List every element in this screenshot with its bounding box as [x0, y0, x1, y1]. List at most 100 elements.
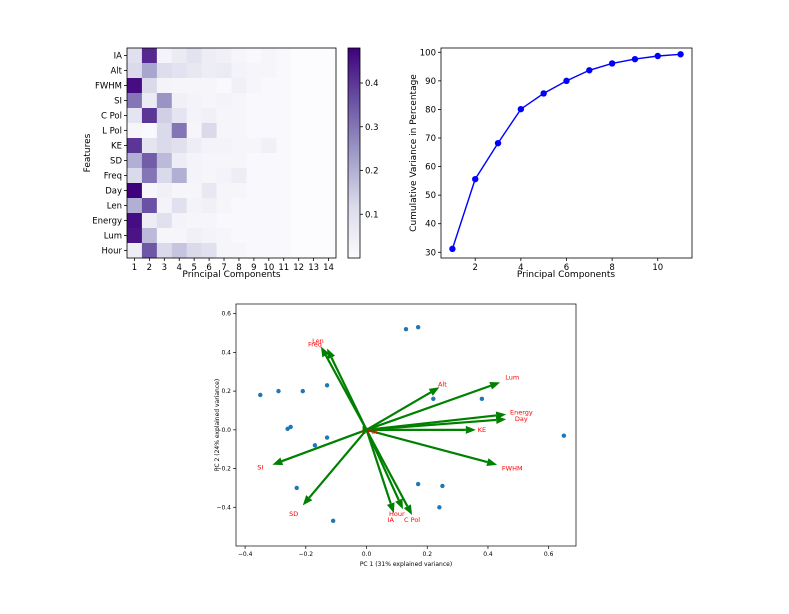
- heatmap-cell: [186, 198, 202, 214]
- heatmap-cell: [231, 123, 247, 139]
- loading-label: C Pol: [404, 516, 420, 524]
- line-x-tick-label: 2: [473, 263, 478, 273]
- heatmap-ylabel: Features: [83, 133, 93, 172]
- heatmap-cell: [186, 78, 202, 94]
- heatmap-cell: [171, 243, 188, 259]
- heatmap-cell: [127, 243, 143, 259]
- heatmap-cell: [216, 228, 232, 244]
- heatmap-cell: [186, 63, 202, 79]
- heatmap-cell: [171, 213, 188, 229]
- loading-label: SI: [257, 464, 263, 472]
- heatmap-cell: [216, 93, 232, 109]
- heatmap-cell: [141, 153, 158, 169]
- heatmap-cell: [201, 183, 217, 199]
- biplot-x-tick-label: 0.6: [544, 551, 554, 558]
- heatmap-cell: [306, 228, 322, 244]
- heatmap-cell: [246, 138, 262, 154]
- line-y-tick-label: 50: [425, 191, 436, 201]
- biplot-loading-arrows: [272, 346, 507, 516]
- heatmap-cell: [156, 48, 173, 64]
- heatmap-cell: [127, 123, 143, 139]
- colorbar-ticks: 0.1 0.2 0.3 0.4: [360, 79, 379, 220]
- heatmap-cell: [201, 213, 217, 229]
- line-y-tick-label: 100: [420, 48, 436, 58]
- heatmap-cell: [246, 168, 262, 184]
- heatmap-cell: [276, 123, 292, 139]
- loading-arrow-shaft: [366, 428, 488, 464]
- biplot-point: [415, 325, 421, 330]
- heatmap-cell: [156, 228, 173, 244]
- heatmap-cell: [127, 138, 143, 154]
- heatmap-cell: [306, 183, 322, 199]
- loading-label: L Pol: [362, 428, 377, 436]
- heatmap-cell: [127, 63, 143, 79]
- line-xlabel: Principal Components: [517, 270, 615, 280]
- heatmap-cell: [141, 183, 158, 199]
- line-point: [472, 175, 479, 183]
- heatmap-cell: [127, 48, 143, 64]
- loading-label: FWHM: [502, 465, 523, 473]
- heatmap-cell: [216, 78, 232, 94]
- heatmap-cell: [141, 243, 158, 259]
- heatmap-x-tick-label: 6: [206, 263, 211, 273]
- loading-label: Alt: [438, 380, 447, 388]
- heatmap-cell: [171, 153, 188, 169]
- heatmap-cell: [291, 93, 307, 109]
- heatmap-cell: [291, 48, 307, 64]
- line-y-tick-label: 30: [425, 248, 436, 258]
- heatmap-x-tick-label: 10: [263, 263, 274, 273]
- line-y-tick-label: 40: [425, 220, 436, 230]
- heatmap-cell: [141, 138, 158, 154]
- heatmap-cell: [231, 93, 247, 109]
- loading-arrow-head: [403, 504, 413, 516]
- heatmap-cell: [201, 108, 217, 124]
- heatmap-cell: [231, 48, 247, 64]
- heatmap-cell: [261, 78, 277, 94]
- heatmap-cell: [156, 78, 173, 94]
- heatmap-y-tick-label: SI: [114, 97, 122, 107]
- loading-arrow-shaft: [308, 429, 368, 499]
- heatmap-y-tick-label: Day: [105, 187, 122, 197]
- line-point: [517, 105, 525, 113]
- heatmap-cell: [246, 153, 262, 169]
- loading-arrow-head: [272, 457, 284, 465]
- heatmap-cell: [171, 48, 188, 64]
- heatmap-cell: [216, 243, 232, 259]
- line-point: [608, 60, 616, 67]
- line-point: [654, 52, 661, 60]
- heatmap-cell: [321, 93, 337, 109]
- biplot-x-tick-label: 0.2: [422, 551, 432, 558]
- loading-label: Len: [312, 337, 324, 345]
- heatmap-panel: IA Alt FWHM SI C Pol L Pol KE SD Freq Day Len Energ…: [83, 47, 379, 280]
- heatmap-cell: [231, 228, 247, 244]
- heatmap-cell: [171, 228, 188, 244]
- heatmap-x-tick-label: 14: [323, 263, 334, 273]
- heatmap-cell: [216, 63, 232, 79]
- heatmap-cell: [321, 123, 337, 139]
- loading-arrow-head: [428, 387, 440, 396]
- heatmap-cell: [321, 183, 337, 199]
- loading-arrow-shaft: [365, 391, 432, 431]
- heatmap-cell: [141, 198, 158, 214]
- heatmap-cell: [321, 138, 337, 154]
- heatmap-cell: [321, 78, 337, 94]
- heatmap-cell: [141, 168, 158, 184]
- heatmap-cell: [171, 63, 188, 79]
- heatmap-cells: [127, 48, 337, 259]
- heatmap-cell: [246, 183, 262, 199]
- heatmap-x-tick-label: 12: [293, 263, 304, 273]
- heatmap-cell: [246, 228, 262, 244]
- loading-label: IA: [388, 516, 395, 524]
- heatmap-cell: [291, 153, 307, 169]
- heatmap-cell: [276, 198, 292, 214]
- heatmap-cell: [127, 78, 143, 94]
- heatmap-x-tick-label: 5: [191, 263, 196, 273]
- heatmap-cell: [231, 138, 247, 154]
- heatmap-cell: [261, 228, 277, 244]
- heatmap-cell: [321, 63, 337, 79]
- heatmap-cell: [231, 243, 247, 259]
- heatmap-cell: [276, 48, 292, 64]
- heatmap-cell: [231, 63, 247, 79]
- heatmap-cell: [246, 213, 262, 229]
- heatmap-x-tick-label: 3: [162, 263, 167, 273]
